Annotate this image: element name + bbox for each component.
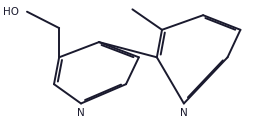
Text: N: N [180,108,188,118]
Text: HO: HO [3,7,19,17]
Text: N: N [77,108,85,118]
